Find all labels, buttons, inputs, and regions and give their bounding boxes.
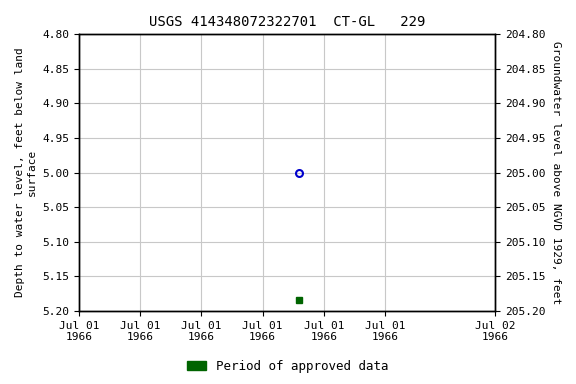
- Y-axis label: Depth to water level, feet below land
surface: Depth to water level, feet below land su…: [15, 48, 37, 298]
- Y-axis label: Groundwater level above NGVD 1929, feet: Groundwater level above NGVD 1929, feet: [551, 41, 561, 304]
- Legend: Period of approved data: Period of approved data: [183, 355, 393, 378]
- Title: USGS 414348072322701  CT-GL   229: USGS 414348072322701 CT-GL 229: [149, 15, 425, 29]
